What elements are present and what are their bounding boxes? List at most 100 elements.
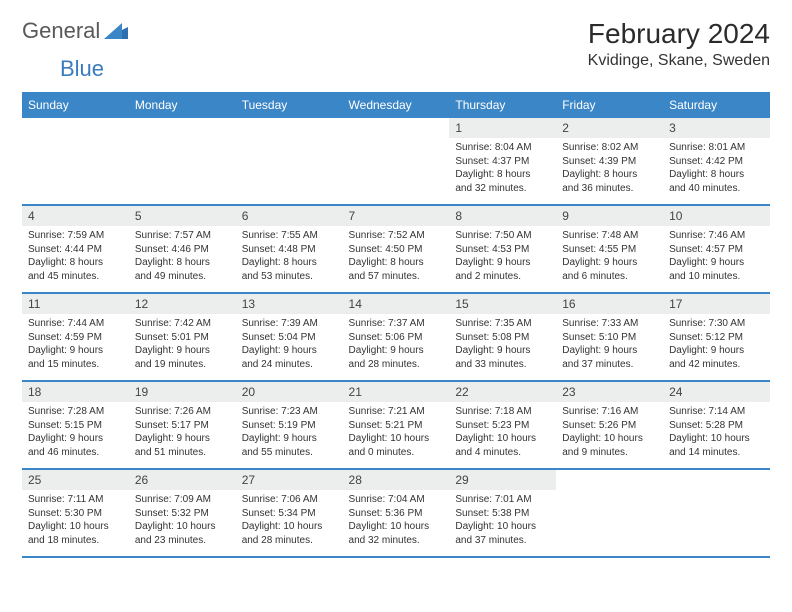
- sunrise-text: Sunrise: 7:28 AM: [28, 405, 123, 419]
- day-cell: 26Sunrise: 7:09 AMSunset: 5:32 PMDayligh…: [129, 469, 236, 557]
- daylight-text-1: Daylight: 10 hours: [562, 432, 657, 446]
- sunrise-text: Sunrise: 7:06 AM: [242, 493, 337, 507]
- day-cell: 28Sunrise: 7:04 AMSunset: 5:36 PMDayligh…: [343, 469, 450, 557]
- day-number: 7: [343, 206, 450, 226]
- sunrise-text: Sunrise: 8:01 AM: [669, 141, 764, 155]
- day-cell: 11Sunrise: 7:44 AMSunset: 4:59 PMDayligh…: [22, 293, 129, 381]
- sunrise-text: Sunrise: 7:21 AM: [349, 405, 444, 419]
- sunrise-text: Sunrise: 7:16 AM: [562, 405, 657, 419]
- sunset-text: Sunset: 5:08 PM: [455, 331, 550, 345]
- sunset-text: Sunset: 5:04 PM: [242, 331, 337, 345]
- day-cell: 13Sunrise: 7:39 AMSunset: 5:04 PMDayligh…: [236, 293, 343, 381]
- daylight-text-1: Daylight: 8 hours: [28, 256, 123, 270]
- daylight-text-2: and 37 minutes.: [455, 534, 550, 548]
- day-number: 28: [343, 470, 450, 490]
- day-body: Sunrise: 7:37 AMSunset: 5:06 PMDaylight:…: [343, 314, 450, 375]
- sunset-text: Sunset: 5:17 PM: [135, 419, 230, 433]
- day-body: Sunrise: 7:21 AMSunset: 5:21 PMDaylight:…: [343, 402, 450, 463]
- sunset-text: Sunset: 5:21 PM: [349, 419, 444, 433]
- sunrise-text: Sunrise: 7:18 AM: [455, 405, 550, 419]
- daylight-text-1: Daylight: 10 hours: [669, 432, 764, 446]
- dow-sunday: Sunday: [22, 93, 129, 117]
- daylight-text-2: and 24 minutes.: [242, 358, 337, 372]
- week-row: 18Sunrise: 7:28 AMSunset: 5:15 PMDayligh…: [22, 381, 770, 469]
- daylight-text-1: Daylight: 9 hours: [28, 432, 123, 446]
- daylight-text-1: Daylight: 8 hours: [242, 256, 337, 270]
- day-cell: 9Sunrise: 7:48 AMSunset: 4:55 PMDaylight…: [556, 205, 663, 293]
- week-row: 11Sunrise: 7:44 AMSunset: 4:59 PMDayligh…: [22, 293, 770, 381]
- daylight-text-2: and 28 minutes.: [349, 358, 444, 372]
- daylight-text-2: and 0 minutes.: [349, 446, 444, 460]
- sunset-text: Sunset: 5:19 PM: [242, 419, 337, 433]
- sunset-text: Sunset: 5:32 PM: [135, 507, 230, 521]
- day-body: Sunrise: 7:01 AMSunset: 5:38 PMDaylight:…: [449, 490, 556, 551]
- day-number: 9: [556, 206, 663, 226]
- sunset-text: Sunset: 5:28 PM: [669, 419, 764, 433]
- day-body: Sunrise: 7:04 AMSunset: 5:36 PMDaylight:…: [343, 490, 450, 551]
- sunset-text: Sunset: 5:26 PM: [562, 419, 657, 433]
- daylight-text-2: and 19 minutes.: [135, 358, 230, 372]
- day-number: 24: [663, 382, 770, 402]
- day-cell: 8Sunrise: 7:50 AMSunset: 4:53 PMDaylight…: [449, 205, 556, 293]
- day-body: Sunrise: 7:44 AMSunset: 4:59 PMDaylight:…: [22, 314, 129, 375]
- daylight-text-1: Daylight: 10 hours: [455, 432, 550, 446]
- day-body: Sunrise: 7:35 AMSunset: 5:08 PMDaylight:…: [449, 314, 556, 375]
- day-number: 3: [663, 118, 770, 138]
- day-cell: [556, 469, 663, 557]
- day-number: 10: [663, 206, 770, 226]
- sunrise-text: Sunrise: 7:59 AM: [28, 229, 123, 243]
- day-cell: 18Sunrise: 7:28 AMSunset: 5:15 PMDayligh…: [22, 381, 129, 469]
- daylight-text-1: Daylight: 9 hours: [349, 344, 444, 358]
- sunrise-text: Sunrise: 7:09 AM: [135, 493, 230, 507]
- daylight-text-2: and 2 minutes.: [455, 270, 550, 284]
- day-cell: [236, 117, 343, 205]
- day-cell: 29Sunrise: 7:01 AMSunset: 5:38 PMDayligh…: [449, 469, 556, 557]
- day-number: 27: [236, 470, 343, 490]
- sunset-text: Sunset: 5:36 PM: [349, 507, 444, 521]
- day-number: 25: [22, 470, 129, 490]
- daylight-text-1: Daylight: 9 hours: [669, 344, 764, 358]
- sunrise-text: Sunrise: 7:50 AM: [455, 229, 550, 243]
- sunset-text: Sunset: 5:12 PM: [669, 331, 764, 345]
- day-cell: 19Sunrise: 7:26 AMSunset: 5:17 PMDayligh…: [129, 381, 236, 469]
- sunrise-text: Sunrise: 7:57 AM: [135, 229, 230, 243]
- daylight-text-2: and 55 minutes.: [242, 446, 337, 460]
- day-cell: 23Sunrise: 7:16 AMSunset: 5:26 PMDayligh…: [556, 381, 663, 469]
- dow-tuesday: Tuesday: [236, 93, 343, 117]
- sunset-text: Sunset: 5:34 PM: [242, 507, 337, 521]
- month-title: February 2024: [588, 18, 770, 50]
- daylight-text-2: and 51 minutes.: [135, 446, 230, 460]
- sunset-text: Sunset: 5:01 PM: [135, 331, 230, 345]
- sunrise-text: Sunrise: 8:02 AM: [562, 141, 657, 155]
- day-number: 22: [449, 382, 556, 402]
- day-body: Sunrise: 7:14 AMSunset: 5:28 PMDaylight:…: [663, 402, 770, 463]
- sunset-text: Sunset: 4:46 PM: [135, 243, 230, 257]
- dow-friday: Friday: [556, 93, 663, 117]
- day-body: Sunrise: 8:02 AMSunset: 4:39 PMDaylight:…: [556, 138, 663, 199]
- daylight-text-1: Daylight: 9 hours: [455, 256, 550, 270]
- daylight-text-1: Daylight: 10 hours: [455, 520, 550, 534]
- daylight-text-1: Daylight: 8 hours: [562, 168, 657, 182]
- daylight-text-2: and 32 minutes.: [455, 182, 550, 196]
- day-number: 6: [236, 206, 343, 226]
- sunset-text: Sunset: 4:39 PM: [562, 155, 657, 169]
- sunrise-text: Sunrise: 7:37 AM: [349, 317, 444, 331]
- day-number: 15: [449, 294, 556, 314]
- daylight-text-2: and 42 minutes.: [669, 358, 764, 372]
- daylight-text-1: Daylight: 9 hours: [242, 432, 337, 446]
- daylight-text-2: and 46 minutes.: [28, 446, 123, 460]
- sunset-text: Sunset: 5:38 PM: [455, 507, 550, 521]
- day-cell: 27Sunrise: 7:06 AMSunset: 5:34 PMDayligh…: [236, 469, 343, 557]
- brand-general: General: [22, 18, 100, 44]
- day-body: Sunrise: 7:06 AMSunset: 5:34 PMDaylight:…: [236, 490, 343, 551]
- daylight-text-2: and 33 minutes.: [455, 358, 550, 372]
- day-number: 4: [22, 206, 129, 226]
- day-number: 11: [22, 294, 129, 314]
- day-number: 20: [236, 382, 343, 402]
- daylight-text-1: Daylight: 9 hours: [135, 344, 230, 358]
- day-body: Sunrise: 8:01 AMSunset: 4:42 PMDaylight:…: [663, 138, 770, 199]
- daylight-text-2: and 18 minutes.: [28, 534, 123, 548]
- day-body: Sunrise: 7:50 AMSunset: 4:53 PMDaylight:…: [449, 226, 556, 287]
- sunset-text: Sunset: 5:30 PM: [28, 507, 123, 521]
- sunrise-text: Sunrise: 7:48 AM: [562, 229, 657, 243]
